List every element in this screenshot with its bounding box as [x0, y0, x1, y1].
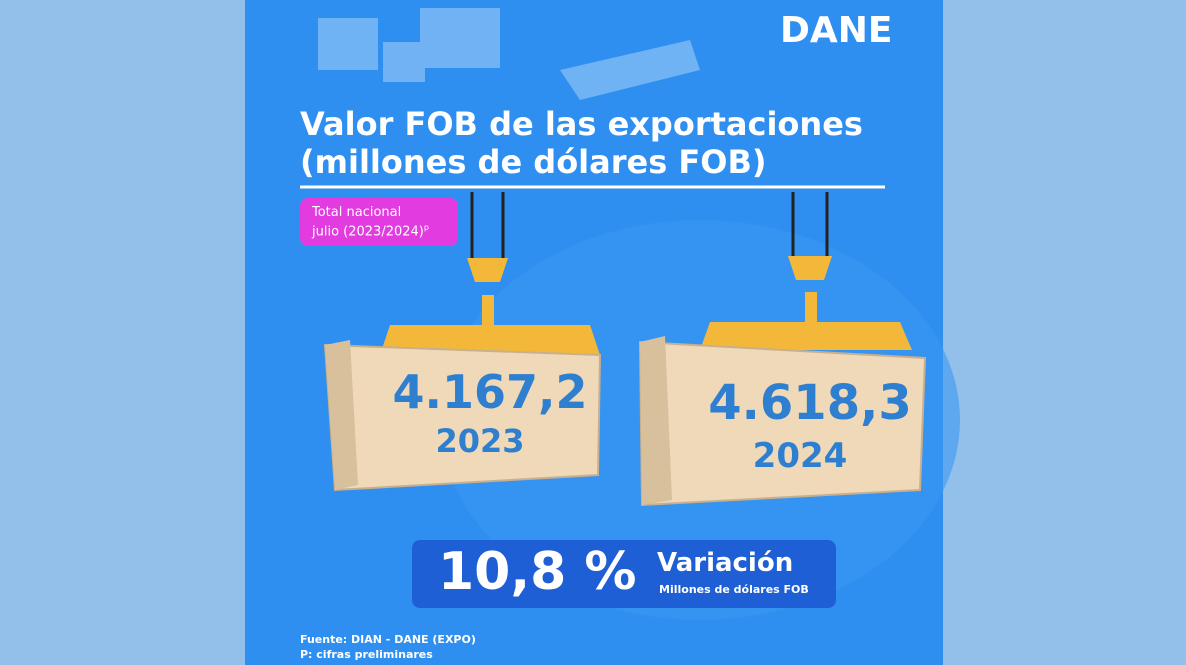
- container-value: 4.167,2: [392, 365, 588, 419]
- logo: DANE: [780, 10, 893, 51]
- badge-superscript: p: [423, 223, 429, 232]
- title-line: Valor FOB de las exportaciones: [300, 105, 863, 143]
- footer-note: P: cifras preliminares: [300, 648, 433, 661]
- badge-line: julio (2023/2024)p: [312, 223, 429, 239]
- variation-unit: Millones de dólares FOB: [659, 583, 809, 596]
- variation-label: Variación: [657, 548, 794, 578]
- title-line: (millones de dólares FOB): [300, 143, 767, 181]
- container-year: 2024: [752, 436, 848, 476]
- container-value: 4.618,3: [708, 375, 912, 431]
- footer-source: Fuente: DIAN - DANE (EXPO): [300, 633, 476, 646]
- variation-value: 10,8 %: [438, 542, 637, 602]
- badge-text: julio (2023/2024): [312, 224, 424, 240]
- container-year: 2023: [435, 422, 525, 460]
- badge-line: Total nacional: [312, 205, 402, 220]
